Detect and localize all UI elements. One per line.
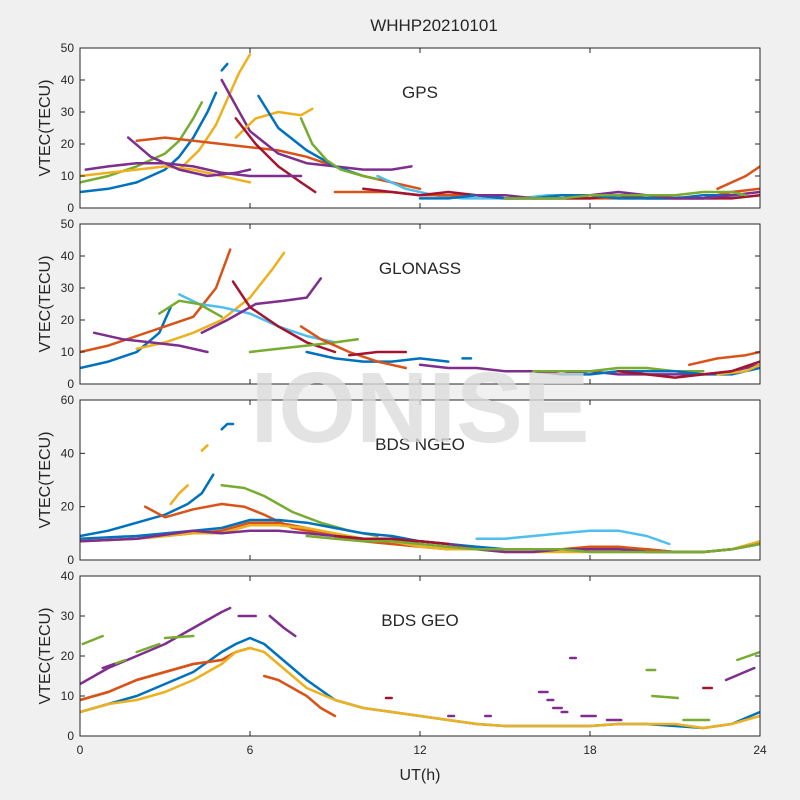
x-tick-label: 18 bbox=[583, 743, 597, 757]
x-tick-label: 6 bbox=[247, 743, 254, 757]
series-line bbox=[724, 666, 756, 682]
series-line bbox=[736, 650, 760, 662]
series-line bbox=[347, 350, 408, 357]
y-tick-label: 20 bbox=[61, 500, 75, 514]
y-tick-label: 30 bbox=[61, 609, 75, 623]
series-line bbox=[126, 136, 252, 178]
series-line bbox=[80, 658, 223, 702]
series-line bbox=[80, 101, 204, 184]
series-line bbox=[262, 674, 337, 718]
panel-label: GLONASS bbox=[379, 259, 461, 278]
series-line bbox=[200, 277, 323, 335]
series-line bbox=[80, 305, 172, 370]
series-line bbox=[135, 642, 161, 654]
series-line bbox=[81, 634, 104, 646]
series-line bbox=[503, 190, 748, 200]
y-tick-label: 10 bbox=[61, 169, 75, 183]
series-line bbox=[80, 646, 760, 730]
panel-label: BDS GEO bbox=[381, 611, 458, 630]
y-tick-label: 40 bbox=[61, 249, 75, 263]
y-tick-label: 40 bbox=[61, 446, 75, 460]
series-line bbox=[716, 165, 760, 191]
series-line bbox=[220, 78, 413, 171]
x-tick-label: 0 bbox=[77, 743, 84, 757]
series-group bbox=[80, 53, 760, 200]
series-line bbox=[617, 360, 760, 379]
series-line bbox=[299, 117, 379, 181]
series-line bbox=[299, 325, 408, 370]
series-line bbox=[248, 337, 359, 354]
y-tick-label: 30 bbox=[61, 105, 75, 119]
series-line bbox=[112, 658, 127, 666]
panels: 0 10 20 30 40 50 VTEC(TECU) GPS 0 10 20 30 40 50 VTEC(… bbox=[37, 41, 767, 757]
panel-1: 0 10 20 30 40 50 VTEC(TECU) GLONASS bbox=[37, 217, 761, 391]
x-axis-label: UT(h) bbox=[400, 767, 441, 784]
y-axis-label: VTEC(TECU) bbox=[37, 256, 54, 353]
series-line bbox=[135, 251, 286, 351]
series-line bbox=[716, 363, 760, 376]
series-line bbox=[80, 473, 215, 538]
series-line bbox=[220, 422, 235, 431]
y-tick-label: 20 bbox=[61, 313, 75, 327]
y-tick-label: 10 bbox=[61, 689, 75, 703]
y-axis-label: VTEC(TECU) bbox=[37, 608, 54, 705]
series-group bbox=[80, 606, 760, 730]
series-line bbox=[143, 502, 337, 538]
series-line bbox=[177, 53, 252, 171]
series-line bbox=[687, 350, 760, 367]
y-tick-label: 40 bbox=[61, 569, 75, 583]
panel-2: 0 20 40 60 VTEC(TECU) BDS NGEO bbox=[37, 393, 761, 567]
plot-area bbox=[80, 48, 760, 208]
series-line bbox=[305, 534, 760, 554]
panel-label: BDS NGEO bbox=[375, 435, 465, 454]
series-line bbox=[101, 662, 116, 670]
series-group bbox=[80, 248, 760, 379]
series-line bbox=[163, 634, 195, 640]
panel-0: 0 10 20 30 40 50 VTEC(TECU) GPS bbox=[37, 41, 761, 215]
figure-title: WHHP20210101 bbox=[370, 16, 498, 35]
watermark-text: IONISE bbox=[251, 352, 590, 464]
series-line bbox=[333, 534, 450, 546]
y-axis-label: VTEC(TECU) bbox=[37, 432, 54, 529]
panel-3: 0 10 20 30 40 0 6 12 18 24 VTEC(TECU) BDS GEO bbox=[37, 569, 767, 757]
y-tick-label: 0 bbox=[67, 729, 74, 743]
y-tick-label: 0 bbox=[67, 377, 74, 391]
y-tick-label: 50 bbox=[61, 41, 75, 55]
series-line bbox=[475, 529, 671, 546]
y-tick-label: 20 bbox=[61, 649, 75, 663]
y-axis-label: VTEC(TECU) bbox=[37, 80, 54, 177]
x-tick-label: 24 bbox=[753, 743, 767, 757]
series-line bbox=[234, 107, 314, 139]
series-line bbox=[220, 62, 229, 72]
y-tick-label: 0 bbox=[67, 201, 74, 215]
y-tick-label: 20 bbox=[61, 137, 75, 151]
series-line bbox=[80, 165, 252, 184]
y-tick-label: 40 bbox=[61, 73, 75, 87]
series-line bbox=[80, 248, 232, 354]
x-tick-label: 12 bbox=[413, 743, 427, 757]
series-line bbox=[169, 484, 189, 506]
series-line bbox=[92, 331, 209, 354]
y-tick-label: 60 bbox=[61, 393, 75, 407]
series-line bbox=[234, 117, 317, 194]
series-line bbox=[651, 694, 680, 700]
series-line bbox=[268, 614, 297, 638]
series-line bbox=[80, 606, 232, 686]
series-line bbox=[158, 299, 223, 319]
plot-area bbox=[80, 576, 760, 736]
y-tick-label: 50 bbox=[61, 217, 75, 231]
series-line bbox=[200, 444, 209, 452]
y-tick-label: 0 bbox=[67, 553, 74, 567]
y-tick-label: 30 bbox=[61, 281, 75, 295]
panel-label: GPS bbox=[402, 83, 438, 102]
y-tick-label: 10 bbox=[61, 345, 75, 359]
series-group bbox=[80, 422, 760, 554]
series-line bbox=[84, 161, 303, 178]
